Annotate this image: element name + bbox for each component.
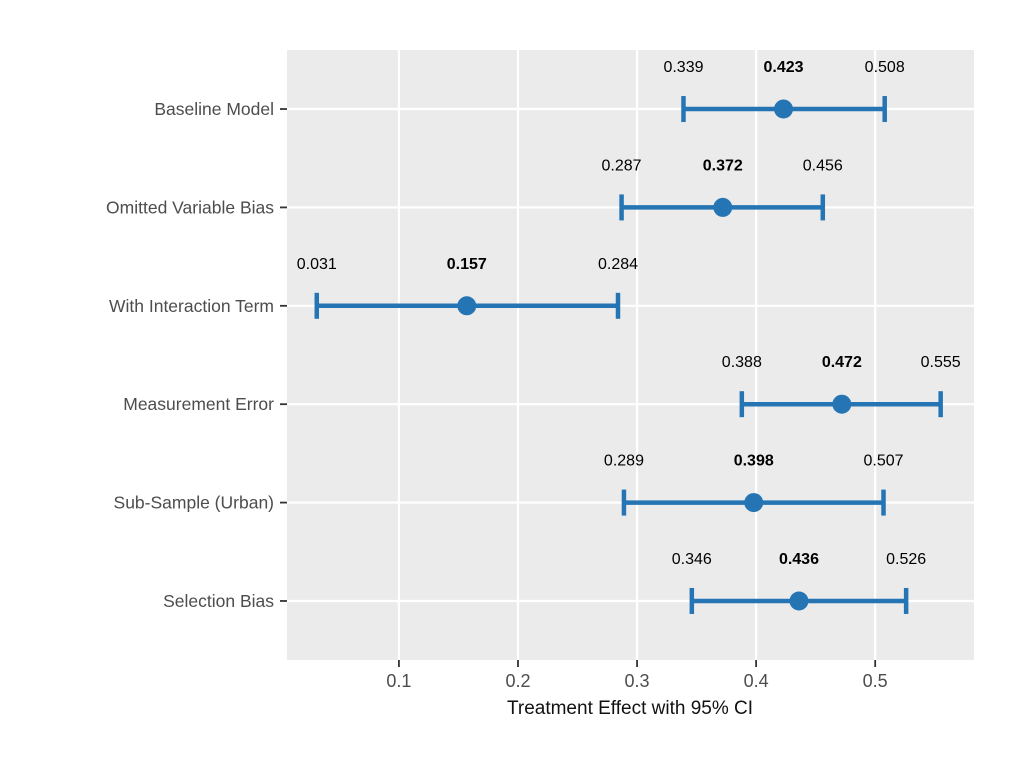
x-tick-label: 0.4	[744, 671, 769, 691]
ci-row: 0.388 0.472 0.555	[722, 354, 961, 418]
axes: 0.1 0.2 0.3 0.4 0.5 Baseline Model Omitted Var…	[106, 99, 888, 691]
ci-upper-label: 0.507	[863, 453, 903, 470]
ci-lower-label: 0.388	[722, 354, 762, 371]
ci-row: 0.031 0.157 0.284	[297, 256, 638, 319]
ci-lower-label: 0.346	[672, 551, 712, 568]
ci-row: 0.339 0.423 0.508	[663, 59, 905, 123]
estimate-point	[832, 394, 852, 414]
estimate-label: 0.157	[447, 256, 487, 273]
category-label: Sub-Sample (Urban)	[114, 493, 274, 513]
x-tick-label: 0.1	[386, 671, 411, 691]
ci-row: 0.289 0.398 0.507	[604, 453, 904, 516]
ci-lower-label: 0.289	[604, 453, 644, 470]
category-label: With Interaction Term	[109, 296, 274, 316]
estimate-point	[773, 99, 793, 119]
ci-lower-label: 0.031	[297, 256, 337, 273]
estimate-label: 0.423	[763, 59, 803, 76]
ci-upper-label: 0.456	[803, 157, 843, 174]
estimate-point	[744, 493, 764, 513]
estimate-point	[457, 296, 477, 316]
ci-upper-label: 0.284	[598, 256, 638, 273]
category-label: Selection Bias	[163, 591, 274, 611]
x-tick-label: 0.3	[625, 671, 650, 691]
ci-upper-label: 0.555	[921, 354, 961, 371]
x-tick-label: 0.5	[863, 671, 888, 691]
estimate-label: 0.372	[703, 157, 743, 174]
estimate-point	[789, 591, 809, 611]
estimate-label: 0.472	[822, 354, 862, 371]
plot-panel	[287, 50, 974, 660]
panel-background	[287, 50, 974, 660]
ci-lower-label: 0.339	[663, 59, 703, 76]
ci-upper-label: 0.526	[886, 551, 926, 568]
x-tick-label: 0.2	[505, 671, 530, 691]
ci-row: 0.287 0.372 0.456	[602, 157, 843, 221]
category-label: Omitted Variable Bias	[106, 197, 274, 217]
category-label: Baseline Model	[154, 99, 274, 119]
x-axis-title: Treatment Effect with 95% CI	[507, 698, 753, 719]
confidence-intervals: 0.339 0.423 0.508 0.287 0.372 0.456 0.031 0.157…	[297, 59, 961, 614]
category-label: Measurement Error	[123, 394, 274, 414]
estimate-point	[713, 197, 733, 217]
ci-upper-label: 0.508	[865, 59, 905, 76]
estimate-label: 0.436	[779, 551, 819, 568]
ci-lower-label: 0.287	[602, 157, 642, 174]
estimate-label: 0.398	[734, 453, 774, 470]
ci-row: 0.346 0.436 0.526	[672, 551, 926, 614]
